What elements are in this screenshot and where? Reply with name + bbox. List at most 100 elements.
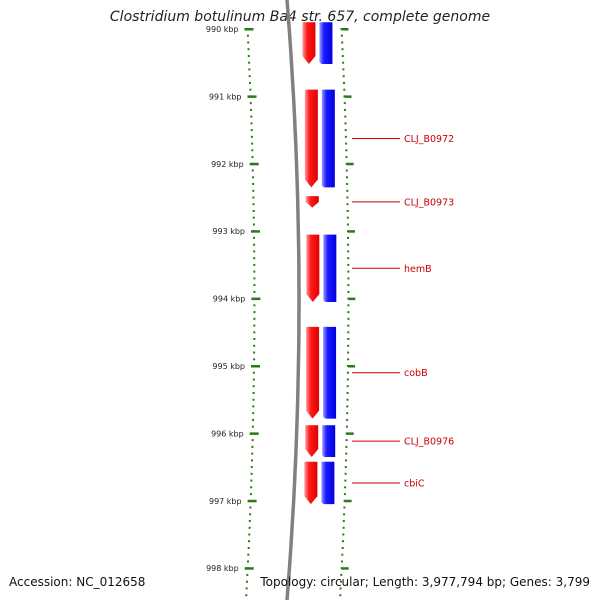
tick-dot — [346, 223, 349, 226]
tick-dot — [252, 223, 255, 226]
tick-dot — [248, 540, 250, 543]
tick-dot — [247, 553, 250, 556]
tick-dot — [340, 580, 342, 583]
tick-dot — [249, 493, 252, 496]
tick-dot — [247, 41, 250, 44]
tick-dot — [344, 486, 347, 489]
tick-dot — [342, 526, 345, 529]
tick-dot — [250, 472, 253, 475]
major-tick-inner — [348, 365, 355, 368]
tick-dot — [252, 412, 255, 415]
tick-dot — [343, 81, 345, 84]
tick-dot — [346, 392, 349, 394]
major-tick-inner — [341, 567, 349, 570]
cds-arrow-blue — [321, 461, 335, 505]
major-tick-inner — [344, 95, 352, 98]
gene-label: cobB — [404, 368, 428, 379]
tick-label: 998 kbp — [206, 564, 239, 573]
tick-label: 995 kbp — [212, 362, 245, 371]
tick-dot — [252, 378, 255, 381]
tick-dot — [344, 115, 347, 118]
tick-dot — [252, 398, 255, 401]
tick-dot — [346, 385, 349, 388]
tick-dot — [252, 210, 255, 212]
gene-arrow-red — [306, 234, 320, 302]
tick-dot — [347, 344, 350, 347]
topology-text: Topology: circular; Length: 3,977,794 bp… — [260, 575, 590, 589]
tick-dot — [342, 520, 345, 522]
tick-dot — [253, 263, 256, 266]
tick-dot — [347, 324, 350, 327]
tick-dot — [347, 338, 350, 340]
cds-arrow-blue — [323, 234, 337, 302]
tick-dot — [339, 587, 342, 590]
tick-dot — [252, 405, 255, 408]
tick-dot — [250, 129, 253, 132]
tick-dot — [342, 75, 345, 78]
tick-dot — [347, 284, 350, 287]
tick-dot — [346, 189, 349, 192]
tick-dot — [246, 573, 249, 576]
cds-arrow-blue — [319, 22, 333, 65]
tick-dot — [253, 236, 255, 239]
gene-label: CLJ_B0973 — [404, 197, 454, 208]
tick-dot — [250, 135, 253, 138]
tick-dot — [248, 61, 251, 64]
tick-dot — [252, 183, 255, 185]
tick-dot — [253, 304, 256, 307]
tick-dot — [252, 196, 255, 199]
gene-arrow-red — [304, 461, 318, 505]
major-tick-inner — [344, 499, 352, 503]
tick-label: 992 kbp — [211, 160, 244, 169]
axis-ticks: 990 kbp 991 kbp 992 kbp 993 kbp 994 kbp 995 k… — [206, 25, 356, 573]
tick-dot — [347, 236, 349, 239]
tick-dot — [253, 324, 256, 327]
tick-dot — [249, 81, 251, 84]
tick-dot — [251, 156, 254, 159]
genome-backbone — [285, 0, 301, 600]
tick-dot — [344, 472, 347, 475]
major-tick — [247, 499, 257, 503]
tick-dot — [252, 385, 255, 388]
tick-dot — [253, 284, 256, 287]
tick-dot — [250, 466, 253, 469]
tick-dot — [346, 378, 349, 381]
tick-dot — [341, 553, 344, 556]
gene-arrow-red — [306, 326, 320, 419]
tick-dot — [249, 513, 252, 516]
tick-dot — [248, 533, 251, 536]
accession-text: Accession: NC_012658 — [9, 575, 146, 589]
tick-dot — [250, 486, 253, 489]
tick-dot — [343, 88, 346, 91]
tick-dot — [347, 311, 350, 314]
tick-dot — [252, 189, 255, 192]
tick-dot — [245, 587, 248, 590]
tick-dot — [346, 176, 348, 179]
tick-dot — [343, 102, 346, 105]
tick-dot — [252, 371, 255, 374]
tick-dot — [251, 169, 254, 172]
tick-dot — [253, 250, 256, 253]
tick-dot — [249, 102, 252, 105]
tick-dot — [253, 277, 256, 280]
major-tick — [251, 230, 260, 233]
tick-dot — [247, 560, 249, 563]
tick-dot — [340, 573, 343, 576]
tick-dot — [248, 526, 251, 529]
major-tick — [251, 365, 260, 368]
tick-dot — [251, 142, 254, 145]
tick-dot — [251, 459, 253, 462]
tick-dot — [343, 513, 346, 516]
tick-dot — [245, 594, 248, 597]
tick-dot — [253, 311, 256, 314]
tick-dot — [251, 149, 254, 152]
major-tick-inner — [341, 28, 349, 31]
major-tick-inner — [348, 297, 356, 301]
tick-dot — [345, 439, 348, 442]
tick-dot — [346, 405, 349, 408]
gene-track: CLJ_B0972 CLJ_B0973 hemB cobB CLJ_B0976 cbiC — [302, 22, 454, 505]
tick-dot — [347, 257, 350, 260]
tick-dot — [341, 41, 344, 44]
major-tick — [249, 162, 259, 166]
